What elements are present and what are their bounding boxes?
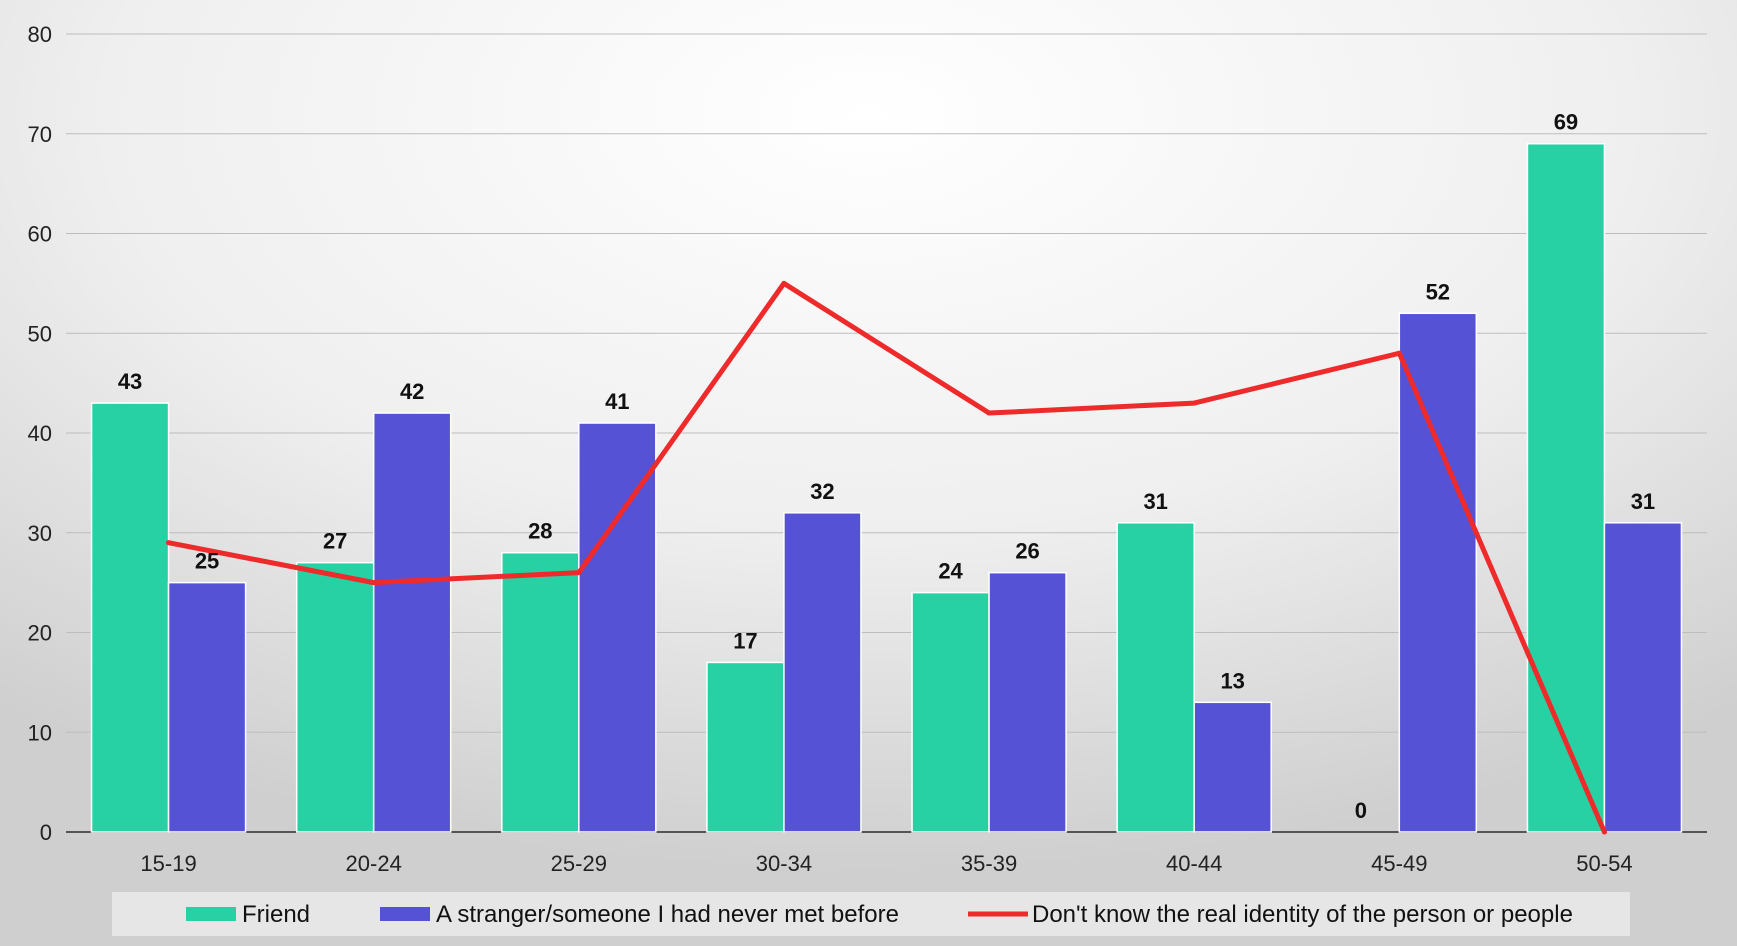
bar-data-label: 28 [528,519,552,544]
x-tick-label: 40-44 [1166,851,1222,876]
bar-friend [1526,142,1606,833]
bar-friend [295,561,375,833]
legend-swatch [380,907,430,921]
x-tick-label: 45-49 [1371,851,1427,876]
bar-stranger [578,422,657,833]
y-tick-label: 50 [28,321,52,346]
line-series [166,280,1607,835]
bars [90,142,1683,833]
line-point [1396,350,1402,356]
bar-data-label: 42 [400,379,424,404]
bar-data-label: 52 [1426,279,1450,304]
line-point [781,280,787,286]
y-axis-ticks: 0 10 20 30 40 50 60 70 80 [28,22,52,845]
bar-data-label: 43 [118,369,142,394]
bar-data-label: 13 [1220,668,1244,693]
bar-data-label: 41 [605,389,629,414]
bar-friend [1116,522,1195,833]
bar-friend [911,591,990,833]
y-tick-label: 80 [28,22,52,47]
y-tick-label: 70 [28,122,52,147]
x-tick-label: 15-19 [140,851,196,876]
legend-label: Don't know the real identity of the pers… [1032,901,1573,928]
legend-label: A stranger/someone I had never met befor… [436,901,899,928]
bar-data-label: 25 [195,549,219,574]
bar-stranger [1603,522,1683,833]
bar-data-label: 27 [323,529,347,554]
line-point [371,580,377,586]
bar-data-label: 26 [1015,539,1039,564]
bar-friend [706,661,785,833]
bar-friend [90,402,170,833]
x-tick-label: 35-39 [961,851,1017,876]
bar-stranger [988,571,1067,833]
bar-data-label: 31 [1143,489,1167,514]
y-tick-label: 0 [40,820,52,845]
legend: Friend A stranger/someone I had never met… [112,892,1630,936]
legend-box [112,892,1630,936]
bar-data-label: 17 [733,628,757,653]
line-point [986,410,992,416]
line-point [166,540,172,546]
y-tick-label: 10 [28,720,52,745]
line-unknown-identity [166,280,1607,835]
line-point [576,570,582,576]
x-tick-label: 50-54 [1576,851,1632,876]
y-tick-label: 60 [28,222,52,247]
legend-swatch [186,907,236,921]
bar-stranger [1193,701,1272,833]
y-tick-label: 20 [28,621,52,646]
y-tick-label: 40 [28,421,52,446]
bar-stranger [1398,312,1478,833]
x-tick-label: 25-29 [551,851,607,876]
bar-data-label: 32 [810,479,834,504]
y-tick-label: 30 [28,521,52,546]
bar-data-label: 69 [1554,110,1578,135]
line-point [1601,829,1607,835]
x-tick-label: 20-24 [346,851,402,876]
bar-data-label: 31 [1631,489,1655,514]
bar-data-label: 0 [1355,798,1367,823]
x-tick-label: 30-34 [756,851,812,876]
line-point [1191,400,1197,406]
bar-stranger [783,512,862,833]
bar-stranger [167,581,247,833]
bar-friend [501,551,580,833]
x-axis-ticks: 15-19 20-24 25-29 30-34 35-39 40-44 45-49 50-54 [140,851,1632,876]
bar-data-label: 24 [938,559,963,584]
data-labels: 43 27 28 17 24 31 0 69 25 42 41 32 26 13 52 31 [118,110,1655,823]
bar-stranger [372,412,452,833]
legend-label: Friend [242,901,310,928]
